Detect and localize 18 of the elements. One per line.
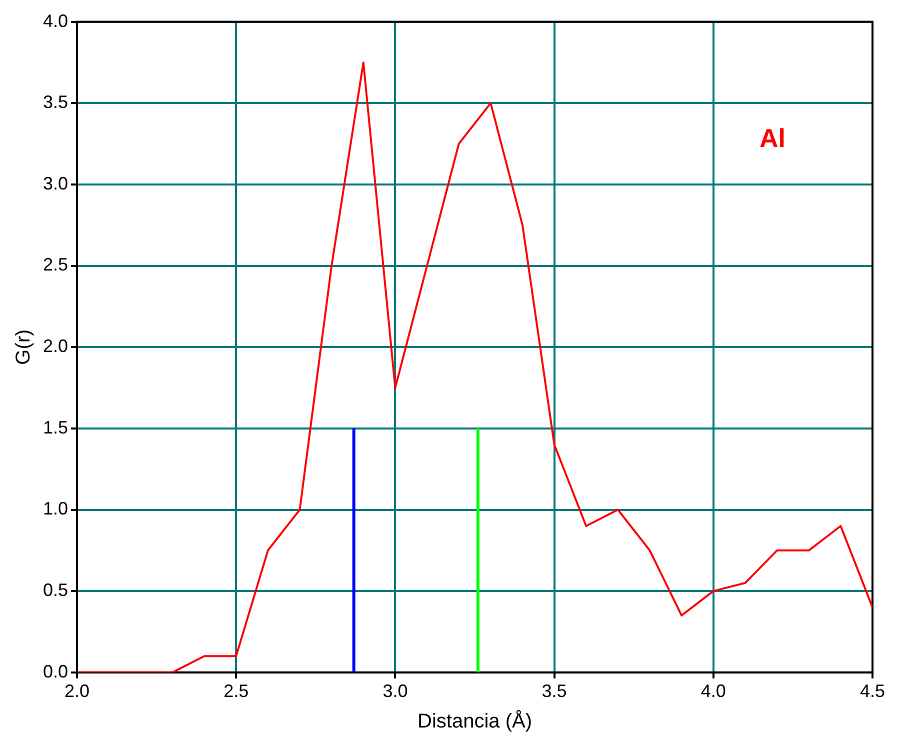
y-tick-label: 1.0 [42,498,68,519]
x-tick-label: 3.0 [382,681,408,702]
y-tick-label: 0.5 [42,580,68,600]
y-tick-label: 0.0 [42,661,68,682]
x-tick-label: 4.0 [700,681,726,702]
x-tick-label: 4.5 [860,681,886,702]
y-axis-title: G(r) [12,329,35,365]
x-tick-label: 2.0 [64,681,90,702]
y-tick-label: 3.0 [42,173,68,194]
y-tick-label: 1.5 [42,417,68,438]
y-tick-label: 2.0 [42,336,68,356]
x-axis-title: Distancia (Å) [418,710,532,733]
y-tick-label: 4.0 [42,10,68,31]
text: Al [759,122,786,153]
y-tick-label: 3.5 [42,92,68,112]
x-tick-label: 2.5 [224,681,249,702]
x-tick-label: 3.5 [542,681,567,702]
y-tick-label: 2.5 [42,254,68,275]
